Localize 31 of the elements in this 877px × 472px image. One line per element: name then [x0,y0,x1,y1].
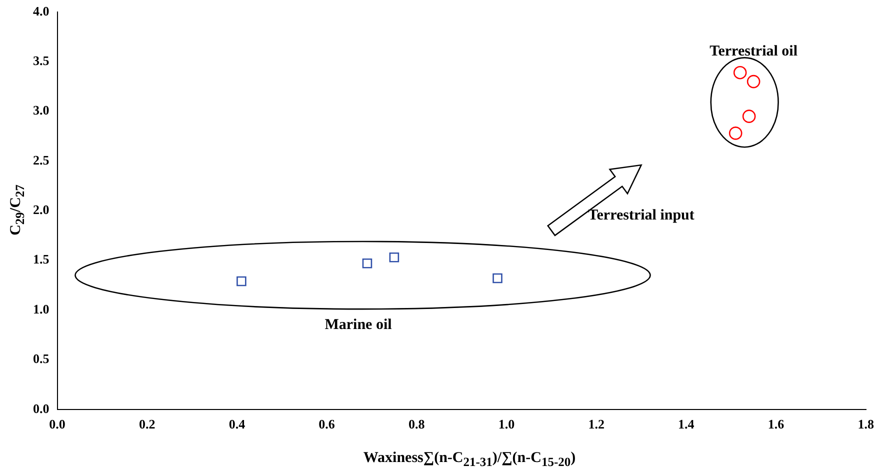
point [236,276,246,286]
annotation: Marine oil [324,316,392,333]
y-tick-label: 1.0 [33,301,50,316]
point [746,74,760,88]
y-tick-label: 0.5 [33,351,50,366]
x-tick-label: 1.6 [768,416,785,432]
x-tick-label: 0.6 [318,416,336,432]
y-tick-label: 0.0 [33,400,50,416]
point [733,66,747,80]
x-tick-label: 1.0 [498,416,515,432]
point [492,273,502,284]
y-tick-label: 2.5 [33,152,50,168]
y-tick-label: 3.5 [33,53,50,68]
y-tick-label: 4.0 [33,3,50,18]
x-tick-label: 1.8 [858,416,874,432]
x-tick-label: 0.2 [138,416,156,432]
x-tick-label: 0.4 [228,416,246,432]
x-tick-label: 0.0 [49,416,66,432]
y-tick-label: 1.5 [33,252,50,267]
x-axis-title: Waxiness∑(n-C$_{21-31}$)/∑(n-C$_{15-20}$) [362,450,577,470]
point [389,252,400,262]
x-tick-label: 1.2 [588,416,604,432]
annotation: Terrestrial oil [710,44,798,60]
annotation: Terrestrial input [588,208,694,224]
y-tick-label: 2.0 [33,202,50,218]
point [728,126,742,140]
x-tick-label: 0.8 [408,416,426,432]
x-tick-label: 1.4 [678,416,695,432]
point [362,258,372,268]
point [742,110,756,123]
y-tick-label: 3.0 [33,102,50,118]
